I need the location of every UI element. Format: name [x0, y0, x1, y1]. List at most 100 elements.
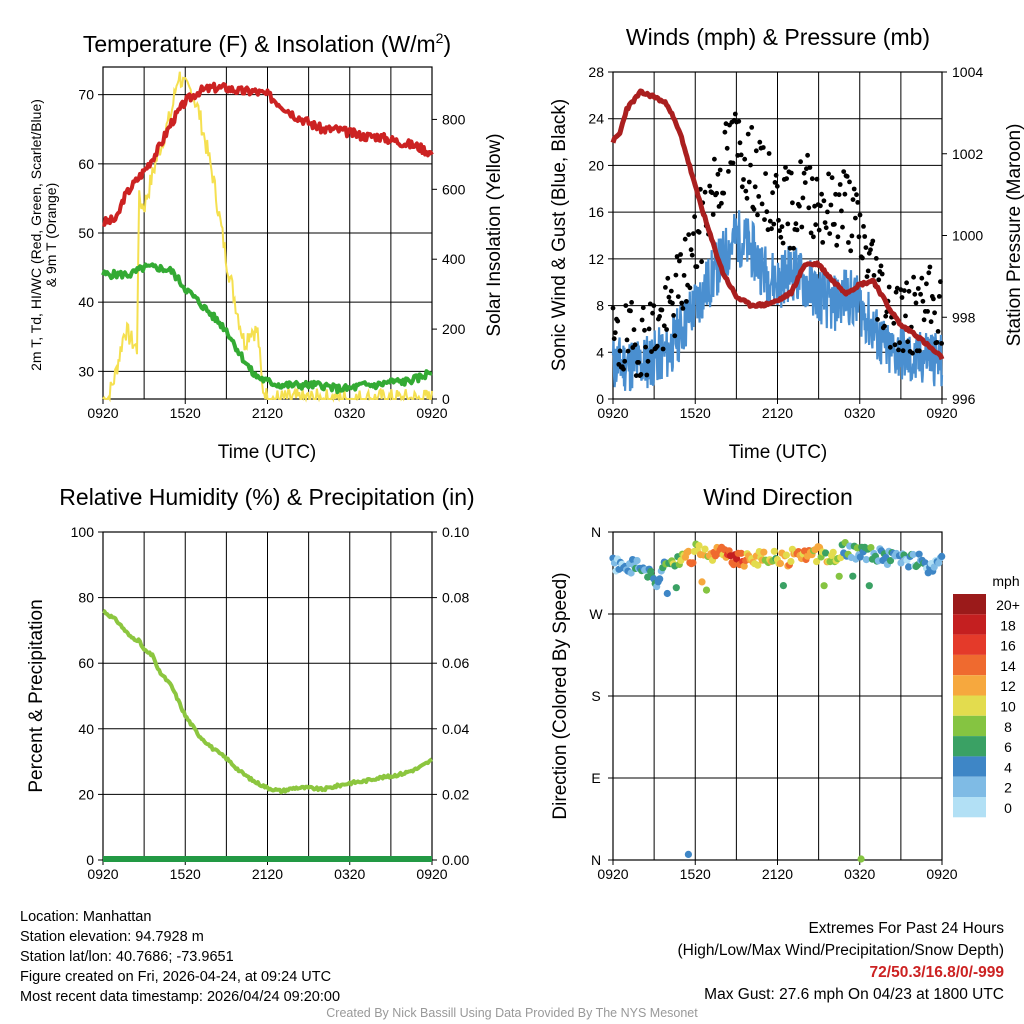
x-tick-label: 2120	[252, 405, 283, 421]
legend-swatch	[953, 736, 986, 757]
extremes-title: Extremes For Past 24 Hours	[808, 920, 1004, 937]
y-tick-label: 60	[78, 655, 94, 671]
gust-point	[721, 190, 727, 196]
direction-point	[886, 557, 895, 565]
gust-point	[621, 366, 626, 372]
legend-label: 2	[1004, 780, 1012, 796]
direction-point	[633, 557, 641, 565]
gust-point	[622, 358, 628, 364]
y-tick-label: 30	[78, 363, 94, 379]
gust-point	[882, 323, 887, 329]
gust-point	[624, 337, 630, 343]
direction-point	[663, 589, 671, 598]
gust-point	[871, 273, 877, 278]
gust-point	[715, 171, 721, 177]
legend-swatch	[953, 594, 986, 615]
y2-tick-label: 0.04	[442, 721, 469, 737]
gust-point	[643, 344, 648, 350]
gust-point	[712, 156, 717, 162]
gust-point	[893, 289, 899, 295]
direction-point	[782, 551, 791, 559]
gust-point	[642, 327, 647, 333]
x-tick-label: 0920	[926, 405, 957, 421]
gust-point	[617, 348, 623, 354]
wind-title: Winds (mph) & Pressure (mb)	[626, 24, 930, 50]
legend-label: 6	[1004, 739, 1012, 755]
temperature-line	[102, 81, 434, 227]
gust-point	[746, 179, 752, 185]
legend-label: 12	[1000, 678, 1016, 694]
gust-point	[776, 217, 781, 223]
gust-point	[836, 192, 842, 198]
y2-tick-label: 1002	[952, 146, 983, 162]
gust-point	[793, 221, 799, 227]
gust-point	[938, 279, 943, 285]
direction-point	[820, 582, 828, 590]
gust-point	[629, 300, 634, 305]
direction-point	[656, 575, 664, 583]
gust-point	[650, 310, 655, 316]
gust-point	[825, 209, 830, 215]
gust-point	[671, 313, 676, 318]
gust-point	[926, 270, 932, 276]
gust-point	[673, 272, 679, 278]
gust-point	[918, 291, 923, 297]
gust-point	[665, 275, 671, 281]
pressure-line	[610, 88, 945, 361]
y2-tick-label: 1000	[952, 228, 983, 244]
gust-point	[798, 159, 803, 165]
x-tick-label: 0920	[87, 405, 118, 421]
gust-point	[735, 153, 741, 158]
gust-point	[868, 247, 873, 253]
gust-point	[832, 221, 837, 227]
gust-point	[773, 172, 779, 178]
y2-tick-label: 0.10	[442, 524, 469, 540]
y-tick-label: 28	[588, 64, 604, 80]
gust-point	[802, 180, 808, 186]
legend-swatch	[953, 756, 986, 777]
y-tick-label: 16	[588, 204, 604, 220]
gust-point	[900, 348, 906, 354]
y-tick-label: 8	[596, 298, 604, 314]
gust-point	[766, 151, 772, 156]
gust-point	[844, 174, 850, 179]
gust-point	[759, 201, 765, 207]
y-tick-label: 0	[86, 852, 94, 868]
gust-point	[743, 188, 749, 194]
direction-point-outlier	[857, 855, 865, 863]
gust-point	[749, 125, 755, 130]
legend-label: 14	[1000, 658, 1016, 674]
y-tick-label: 24	[588, 111, 604, 127]
x-tick-label: 1520	[680, 405, 711, 421]
gust-point	[730, 160, 736, 166]
direction-point	[737, 549, 745, 557]
gust-point	[794, 227, 800, 233]
gust-point	[834, 242, 840, 248]
gust-point	[778, 234, 784, 240]
gust-point	[939, 341, 944, 346]
x-tick-label: 0920	[87, 866, 118, 882]
gust-point	[774, 183, 780, 189]
gust-point	[688, 247, 694, 253]
direction-point	[740, 562, 748, 570]
gust-point	[677, 258, 682, 264]
direction-point	[849, 572, 857, 580]
gust-point	[841, 169, 847, 175]
humidity-line	[102, 608, 433, 795]
gust-point	[839, 208, 844, 214]
gust-point	[710, 212, 716, 217]
info-latlon: Station lat/lon: 40.7686; -73.9651	[20, 949, 234, 965]
gust-point	[837, 182, 843, 187]
y-tick-label: 40	[78, 294, 94, 310]
x-tick-label: 1520	[680, 866, 711, 882]
y-tick-label: 100	[71, 524, 95, 540]
direction-point	[770, 547, 778, 555]
gust-point	[835, 234, 841, 240]
y-tick-label: N	[591, 524, 601, 540]
gust-point	[822, 220, 828, 226]
gust-point	[752, 184, 758, 190]
y2-tick-label: 996	[952, 391, 976, 407]
gust-point	[737, 140, 743, 146]
gust-point	[646, 326, 652, 332]
x-tick-label: 0320	[844, 866, 875, 882]
